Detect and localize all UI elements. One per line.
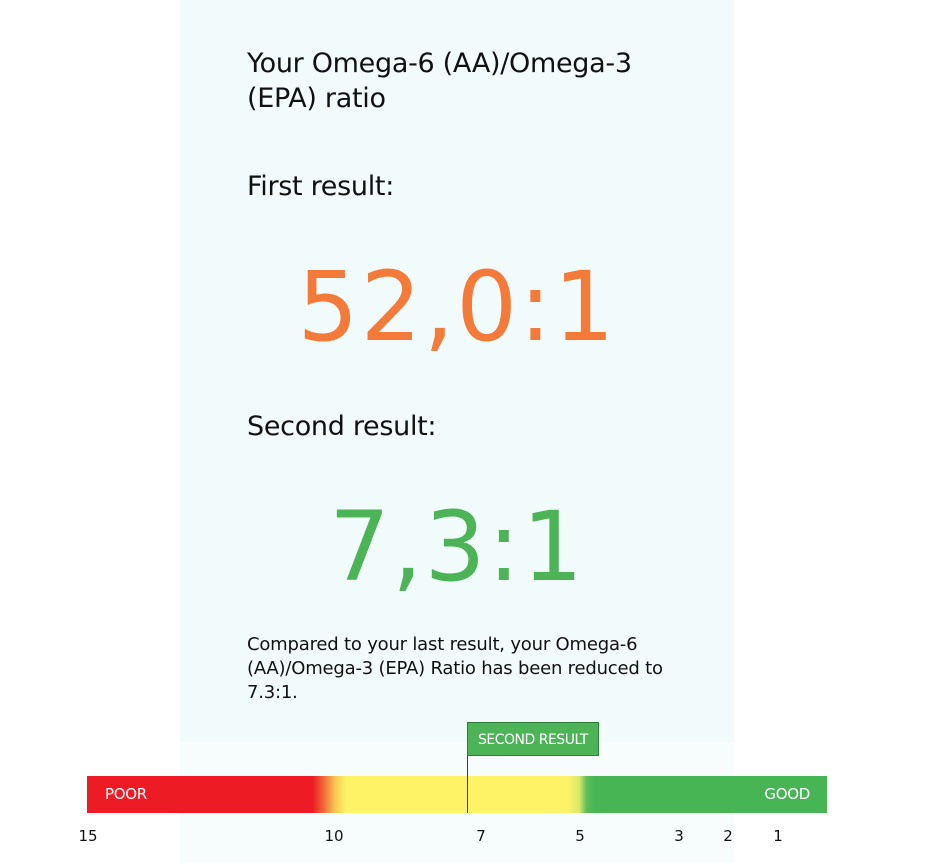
- first-result-value: 52,0:1: [297, 251, 617, 363]
- scale-tick-5: 5: [575, 827, 585, 845]
- scale-tick-1: 1: [773, 827, 783, 845]
- second-result-label: Second result:: [247, 411, 437, 442]
- scale-tick-7: 7: [476, 827, 486, 845]
- second-result-marker-tag: SECOND RESULT: [467, 722, 599, 756]
- ratio-scale-bar: POOR GOOD: [87, 776, 827, 813]
- second-result-value: 7,3:1: [328, 491, 586, 603]
- scale-tick-3: 3: [674, 827, 684, 845]
- result-summary: Compared to your last result, your Omega…: [247, 634, 663, 703]
- scale-tick-10: 10: [324, 827, 344, 845]
- scale-poor-label: POOR: [105, 785, 147, 803]
- page-title: Your Omega-6 (AA)/Omega-3 (EPA) ratio: [247, 48, 632, 114]
- scale-tick-15: 15: [78, 827, 98, 845]
- result-panel: [180, 0, 734, 742]
- first-result-label: First result:: [247, 171, 394, 202]
- scale-tick-2: 2: [723, 827, 733, 845]
- scale-good-label: GOOD: [764, 785, 810, 803]
- second-result-marker-line: [467, 722, 468, 813]
